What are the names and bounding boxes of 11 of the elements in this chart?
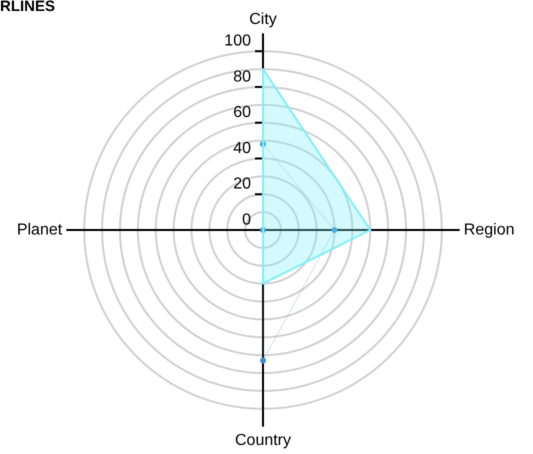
spoke-label: Country: [234, 432, 292, 449]
y-tick-label: 0: [242, 211, 252, 228]
spoke-label: Planet: [16, 221, 63, 238]
spoke-label: Region: [464, 221, 515, 238]
spoke-label: City: [249, 11, 277, 28]
y-tick-label: 20: [233, 176, 252, 193]
y-tick-label: 80: [233, 68, 252, 86]
y-tick-label: 60: [233, 104, 252, 122]
y-tick-label: 40: [233, 140, 252, 157]
y-tick-label: 100: [224, 32, 252, 50]
chart-title: RLINES: [0, 0, 56, 15]
